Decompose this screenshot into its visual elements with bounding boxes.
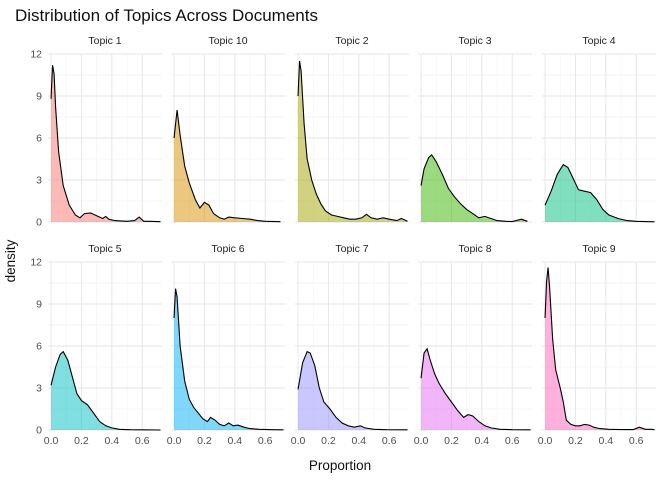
density-area-topic-4 [545,164,655,222]
x-tick-label: 0.6 [629,435,644,447]
x-tick-label: 0.2 [444,435,459,447]
density-line-topic-3 [420,153,528,223]
facet-label-topic-1: Topic 1 [88,35,121,47]
density-line-topic-7 [297,350,408,431]
x-tick-label: 0.6 [382,435,397,447]
panel-topic-4: Topic 4 [542,35,656,223]
x-tick-label: 0.2 [197,435,212,447]
x-tick-label: 0.6 [135,435,150,447]
density-area-topic-3 [421,154,528,222]
y-tick-label: 3 [36,383,42,395]
facet-label-topic-8: Topic 8 [458,243,491,255]
y-tick-label: 12 [30,49,42,61]
density-line-topic-10 [173,109,281,223]
panel-topic-2: Topic 2 [295,35,409,223]
x-tick-label: 0.4 [228,435,243,447]
density-line-topic-8 [420,347,531,431]
facet-label-topic-10: Topic 10 [208,35,247,47]
y-tick-label: 6 [36,341,42,353]
panel-topic-3: Topic 3 [418,35,532,223]
x-tick-label: 0.4 [599,435,614,447]
y-tick-label: 6 [36,133,42,145]
x-axis-title: Proportion [309,458,371,473]
x-tick-label: 0.4 [475,435,490,447]
panel-topic-7: Topic 7 0.0 0.2 0.4 0.6 [291,243,409,447]
density-area-topic-6 [174,288,284,430]
density-area-topic-5 [51,351,161,430]
y-tick-label: 9 [36,91,42,103]
density-line-topic-5 [50,350,161,431]
density-line-topic-6 [173,288,284,431]
y-tick-label: 0 [36,425,42,437]
density-line-topic-1 [50,65,161,223]
facet-label-topic-2: Topic 2 [335,35,368,47]
x-tick-label: 0.6 [505,435,520,447]
y-tick-label: 0 [36,217,42,229]
panel-topic-5: Topic 5 0 3 6 9 12 0.0 0.2 0.4 0.6 [30,243,162,447]
x-tick-label: 0.2 [321,435,336,447]
x-tick-label: 0.0 [44,435,59,447]
x-tick-label: 0.0 [414,435,429,447]
facet-label-topic-5: Topic 5 [88,243,121,255]
facet-label-topic-4: Topic 4 [582,35,615,47]
y-tick-label: 12 [30,257,42,269]
facet-label-topic-9: Topic 9 [582,243,615,255]
density-area-topic-8 [421,348,531,430]
density-area-topic-1 [51,65,161,222]
x-tick-label: 0.0 [167,435,182,447]
panel-topic-6: Topic 6 0.0 0.2 0.4 0.6 [167,243,285,447]
x-tick-label: 0.2 [74,435,89,447]
facet-label-topic-6: Topic 6 [211,243,244,255]
y-tick-label: 9 [36,299,42,311]
x-tick-label: 0.4 [352,435,367,447]
panel-topic-9: Topic 9 0.0 0.2 0.4 0.6 [538,243,656,447]
facet-label-topic-3: Topic 3 [458,35,491,47]
density-line-topic-2 [297,60,408,222]
density-area-topic-9 [545,267,655,430]
y-axis-title: density [3,239,18,282]
density-line-topic-4 [544,163,655,223]
x-tick-label: 0.0 [291,435,306,447]
panel-topic-8: Topic 8 0.0 0.2 0.4 0.6 [414,243,532,447]
x-tick-label: 0.4 [105,435,120,447]
chart-title: Distribution of Topics Across Documents [15,6,318,25]
panel-topic-10: Topic 10 [171,35,285,223]
x-tick-label: 0.0 [538,435,553,447]
density-line-topic-9 [544,267,655,431]
x-tick-label: 0.6 [258,435,273,447]
y-tick-label: 3 [36,175,42,187]
density-area-topic-2 [298,61,408,222]
density-area-topic-7 [298,351,408,430]
x-tick-label: 0.2 [568,435,583,447]
facet-label-topic-7: Topic 7 [335,243,368,255]
density-area-topic-10 [174,110,281,222]
panel-topic-1: Topic 1 0 3 6 9 12 [30,35,162,229]
